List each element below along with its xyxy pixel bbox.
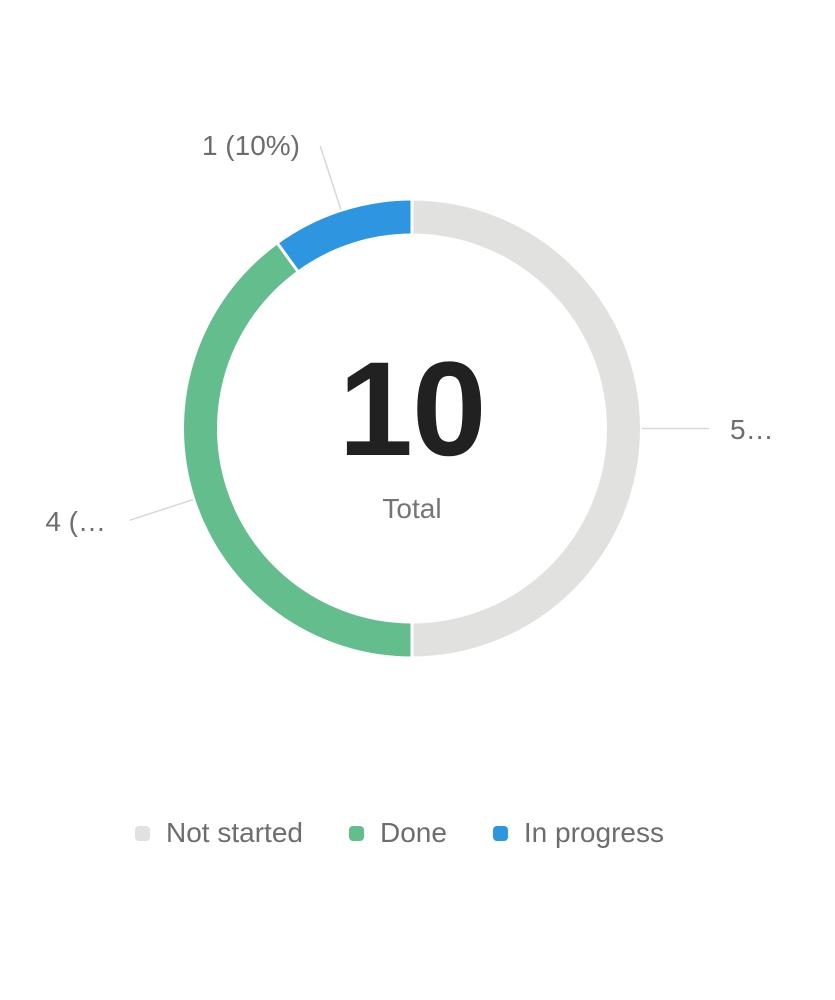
- total-label: Total: [382, 493, 442, 524]
- total-value: 10: [338, 335, 486, 484]
- legend-label-not-started: Not started: [166, 817, 303, 848]
- in-progress-swatch-icon: [492, 825, 508, 841]
- slice-label-in-progress: 1 (10%): [201, 130, 300, 161]
- donut-segment-not-started[interactable]: [412, 200, 640, 657]
- done-swatch-icon: [348, 825, 364, 841]
- donut-center: 10 Total: [338, 335, 486, 524]
- slice-label-done: 4 (…: [45, 506, 106, 537]
- donut-segment-done[interactable]: [184, 244, 412, 657]
- label-line-done: [129, 498, 194, 521]
- label-line-in-progress: [319, 145, 342, 210]
- donut-segment-in-progress[interactable]: [277, 200, 412, 271]
- legend: Not started Done In progress: [0, 818, 817, 848]
- legend-label-done: Done: [379, 817, 447, 848]
- legend-item-in-progress[interactable]: In progress: [492, 817, 664, 848]
- legend-item-not-started[interactable]: Not started: [135, 818, 303, 848]
- legend-label-in-progress: In progress: [523, 817, 664, 848]
- segment-separator: [275, 241, 300, 274]
- legend-item-done[interactable]: Done: [348, 817, 447, 848]
- slice-label-not-started: 5…: [730, 414, 774, 445]
- not-started-swatch-icon: [135, 825, 151, 841]
